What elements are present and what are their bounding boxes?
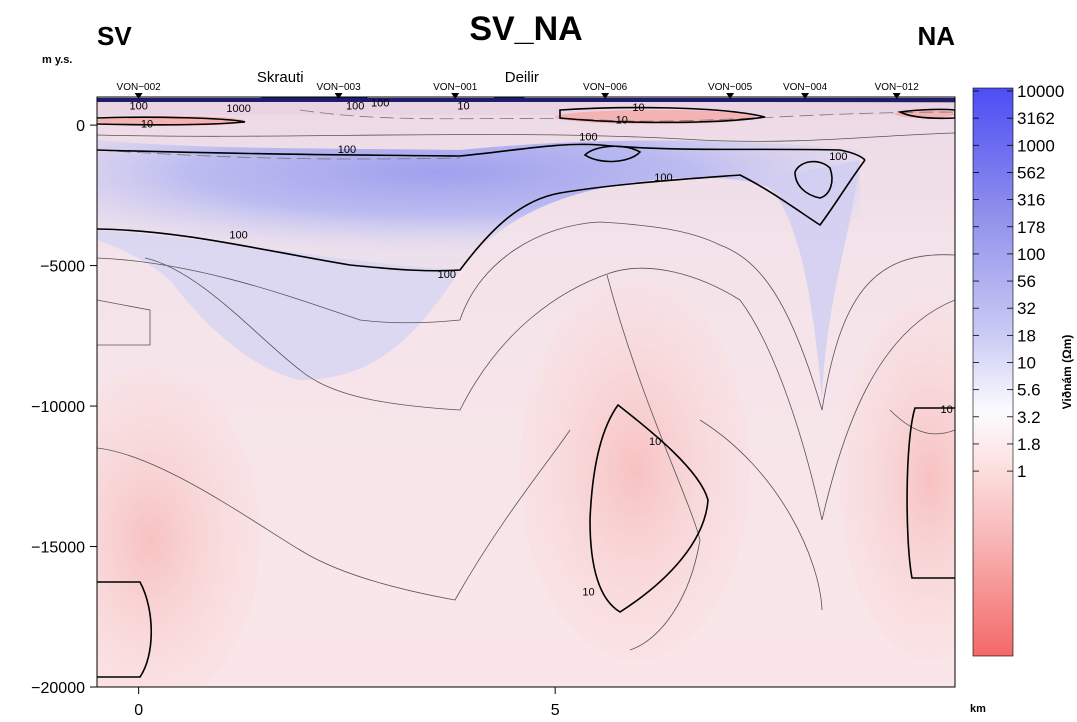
contour-label: 100 bbox=[829, 151, 847, 163]
plot-area bbox=[97, 97, 955, 687]
station-label: VON−005 bbox=[708, 82, 753, 93]
station-label: VON−012 bbox=[875, 82, 920, 93]
chart-title: SV_NA bbox=[469, 10, 582, 48]
station-label: VON−006 bbox=[583, 82, 628, 93]
left-direction-label: SV bbox=[97, 21, 132, 51]
contour-label: 10 bbox=[141, 119, 153, 131]
station-label: VON−001 bbox=[433, 82, 478, 93]
y-tick-label: −15000 bbox=[31, 540, 85, 557]
contour-label: 10 bbox=[616, 114, 628, 126]
x-tick-label: 0 bbox=[134, 702, 143, 719]
colorbar-tick-label: 56 bbox=[1017, 272, 1036, 291]
contour-label: 1000 bbox=[226, 103, 250, 115]
station-label: VON−004 bbox=[783, 82, 828, 93]
contour-label: 10 bbox=[632, 102, 644, 114]
contour-label: 100 bbox=[438, 269, 456, 281]
colorbar-tick-label: 3.2 bbox=[1017, 408, 1041, 427]
contour-label: 100 bbox=[371, 98, 389, 110]
contour-label: 10 bbox=[582, 586, 594, 598]
contour-labels: 1000 100 100 100 10 10 10 10 100 100 100 100 100 100 1… bbox=[129, 98, 953, 599]
place-labels: Skrauti Deilir bbox=[257, 69, 539, 86]
x-axis-unit-label: km bbox=[970, 703, 986, 715]
station-markers: VON−002 VON−003 VON−001 VON−006 VON−005 VON−0… bbox=[117, 82, 920, 99]
y-tick-label: 0 bbox=[76, 118, 85, 135]
y-tick-label: −10000 bbox=[31, 399, 85, 416]
station-label: VON−003 bbox=[316, 82, 361, 93]
place-label: Deilir bbox=[505, 69, 539, 86]
colorbar-tick-label: 10 bbox=[1017, 354, 1036, 373]
colorbar-tick-label: 18 bbox=[1017, 326, 1036, 345]
colorbar-tick-label: 562 bbox=[1017, 163, 1045, 182]
colorbar-tick-label: 32 bbox=[1017, 299, 1036, 318]
contour-label: 100 bbox=[338, 144, 356, 156]
colorbar: 10000 3162 1000 562 316 178 100 56 32 18 10 5.6 3.2 1… bbox=[972, 82, 1074, 657]
contour-label: 100 bbox=[346, 100, 364, 112]
surface-topography bbox=[97, 97, 955, 102]
station-label: VON−002 bbox=[117, 82, 162, 93]
contour-label: 100 bbox=[129, 100, 147, 112]
colorbar-tick-label: 1 bbox=[1017, 462, 1026, 481]
station-marker bbox=[801, 93, 810, 99]
colorbar-tick-label: 5.6 bbox=[1017, 381, 1041, 400]
y-axis-unit-label: m y.s. bbox=[42, 54, 72, 66]
colorbar-tick-label: 1.8 bbox=[1017, 435, 1041, 454]
station-marker bbox=[726, 93, 735, 99]
station-marker bbox=[892, 93, 901, 99]
colorbar-tick-label: 3162 bbox=[1017, 109, 1055, 128]
contour-label: 100 bbox=[654, 172, 672, 184]
station-marker bbox=[334, 93, 343, 99]
contour-label: 10 bbox=[941, 404, 953, 416]
station-marker bbox=[451, 93, 460, 99]
station-marker bbox=[601, 93, 610, 99]
plot-frame bbox=[96, 96, 956, 688]
colorbar-tick-label: 1000 bbox=[1017, 136, 1055, 155]
colorbar-tick-label: 100 bbox=[1017, 245, 1045, 264]
y-tick-label: −5000 bbox=[40, 259, 85, 276]
y-tick-label: −20000 bbox=[31, 680, 85, 697]
colorbar-tick-label: 316 bbox=[1017, 191, 1045, 210]
colorbar-tick-label: 178 bbox=[1017, 218, 1045, 237]
y-axis: 0 −5000 −10000 −15000 −20000 bbox=[31, 118, 97, 697]
contour-label: 100 bbox=[229, 230, 247, 242]
right-direction-label: NA bbox=[917, 21, 955, 51]
x-tick-label: 5 bbox=[551, 702, 560, 719]
contour-label: 100 bbox=[579, 131, 597, 143]
colorbar-title: Viðnám (Ωm) bbox=[1060, 335, 1074, 410]
contour-label: 10 bbox=[649, 436, 661, 448]
station-marker bbox=[134, 93, 143, 99]
contour-label: 10 bbox=[457, 100, 469, 112]
place-label: Skrauti bbox=[257, 69, 304, 86]
colorbar-tick-label: 10000 bbox=[1017, 82, 1064, 101]
